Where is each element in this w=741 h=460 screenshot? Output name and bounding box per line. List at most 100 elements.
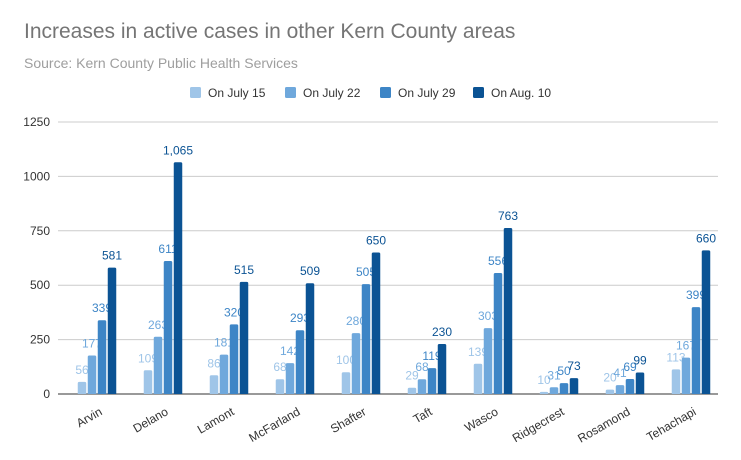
bar (427, 368, 437, 394)
x-tick-label: Arvin (74, 404, 105, 430)
bar (87, 355, 97, 394)
x-tick-label: Delano (131, 404, 171, 435)
bar (229, 324, 239, 394)
bar (163, 261, 173, 394)
x-tick-label: Ridgecrest (510, 404, 567, 445)
data-label: 509 (300, 264, 320, 278)
bar (473, 363, 483, 394)
bar (407, 387, 417, 394)
legend-swatch (380, 87, 391, 98)
data-label: 119 (422, 349, 441, 363)
bar (483, 328, 493, 394)
bar (351, 333, 361, 394)
data-label: 320 (224, 305, 244, 319)
x-tick-label: Lamont (195, 404, 237, 436)
chart-subtitle: Source: Kern County Public Health Servic… (24, 55, 298, 71)
chart-title: Increases in active cases in other Kern … (24, 20, 516, 43)
bar (417, 379, 427, 394)
x-tick-label: Tehachapi (644, 404, 698, 443)
data-label: 505 (356, 265, 376, 279)
data-label: 31 (547, 368, 561, 382)
data-label: 29 (405, 369, 419, 383)
data-label: 660 (696, 231, 716, 245)
data-label: 581 (102, 249, 122, 263)
y-tick-label: 0 (43, 387, 50, 401)
legend-label: On July 29 (398, 86, 456, 100)
legend-swatch (285, 87, 296, 98)
bar (239, 281, 249, 394)
bar (219, 354, 229, 394)
legend-label: On July 15 (208, 86, 266, 100)
bar (361, 284, 371, 394)
bar (625, 378, 635, 394)
data-label: 177 (82, 336, 102, 350)
data-label: 142 (280, 344, 300, 358)
data-label: 650 (366, 234, 386, 248)
data-label: 56 (75, 363, 89, 377)
bar (437, 343, 447, 394)
bar (681, 357, 691, 394)
bar (539, 391, 549, 394)
y-tick-label: 1000 (23, 169, 50, 183)
data-label: 73 (567, 359, 581, 373)
data-label: 50 (557, 364, 571, 378)
data-label: 10 (537, 373, 551, 387)
data-label: 99 (633, 353, 647, 367)
legend-label: On July 22 (303, 86, 361, 100)
bar (341, 372, 351, 394)
data-label: 167 (676, 339, 696, 353)
bar (285, 363, 295, 394)
data-label: 109 (138, 351, 158, 365)
data-label: 68 (415, 360, 429, 374)
data-label: 611 (158, 242, 177, 256)
data-label: 181 (214, 336, 234, 350)
data-label: 280 (346, 314, 366, 328)
bar (635, 372, 645, 394)
data-label: 113 (666, 350, 685, 364)
bar (275, 379, 285, 394)
x-tick-label: Rosamond (575, 404, 632, 445)
data-label: 41 (613, 366, 627, 380)
legend-swatch (190, 87, 201, 98)
bar (209, 375, 219, 394)
data-label: 763 (498, 209, 518, 223)
data-label: 86 (207, 356, 221, 370)
data-label: 139 (468, 345, 488, 359)
bar (153, 336, 163, 394)
data-label: 230 (432, 325, 452, 339)
data-label: 339 (92, 301, 112, 315)
bar (493, 273, 503, 394)
bar (107, 267, 117, 394)
y-tick-label: 500 (30, 278, 50, 292)
bar (701, 250, 711, 394)
x-tick-label: Shafter (328, 404, 369, 435)
bar (371, 252, 381, 394)
x-tick-label: McFarland (246, 404, 302, 444)
x-tick-label: Taft (411, 404, 435, 426)
data-label: 100 (336, 353, 356, 367)
data-label: 20 (603, 371, 617, 385)
bar (97, 320, 107, 394)
bar (671, 369, 681, 394)
bar (691, 307, 701, 394)
data-label: 69 (623, 360, 637, 374)
bar (173, 162, 183, 394)
bar (305, 283, 315, 394)
y-tick-label: 1250 (23, 115, 50, 129)
y-tick-label: 750 (30, 224, 50, 238)
bar (605, 389, 615, 394)
data-label: 263 (148, 318, 168, 332)
data-label: 1,065 (163, 143, 193, 157)
bar (143, 370, 153, 394)
bar (615, 385, 625, 394)
bar (549, 387, 559, 394)
y-tick-label: 250 (30, 333, 50, 347)
data-label: 556 (488, 254, 508, 268)
bar (295, 330, 305, 394)
legend-swatch (473, 87, 484, 98)
legend-label: On Aug. 10 (491, 86, 551, 100)
bar (503, 227, 513, 394)
bar (77, 381, 87, 394)
